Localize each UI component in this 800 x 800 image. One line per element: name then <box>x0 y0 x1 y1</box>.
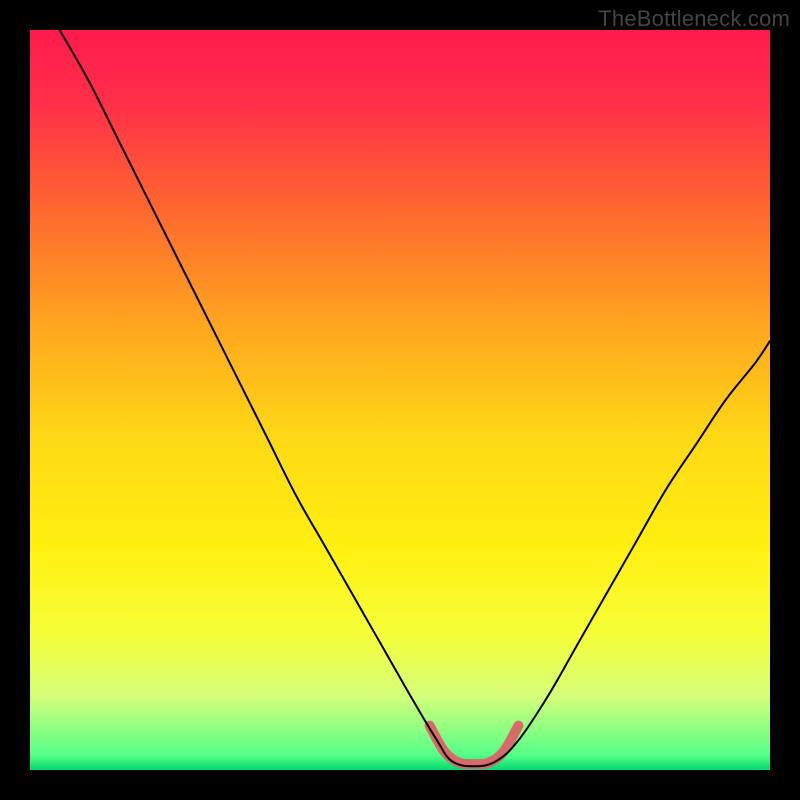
watermark-text: TheBottleneck.com <box>598 6 790 32</box>
bottleneck-chart <box>0 0 800 800</box>
chart-container: TheBottleneck.com <box>0 0 800 800</box>
plot-background-gradient <box>30 30 770 770</box>
